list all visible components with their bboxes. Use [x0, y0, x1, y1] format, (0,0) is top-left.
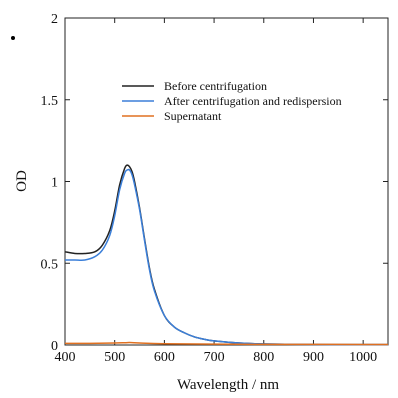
- series-line-0: [64, 164, 389, 346]
- series-line-2: [64, 341, 389, 346]
- legend-label: Before centrifugation: [164, 79, 267, 93]
- x-tick-label: 700: [204, 350, 225, 365]
- series-line-1: [65, 168, 389, 346]
- x-tick-label: 400: [55, 350, 76, 365]
- y-tick-label: 1.5: [41, 94, 59, 109]
- y-tick-label: 2: [51, 12, 58, 27]
- legend-label: Supernatant: [164, 109, 222, 123]
- y-tick-label: 0: [51, 339, 58, 354]
- x-tick-label: 500: [104, 350, 125, 365]
- x-tick-label: 800: [253, 350, 274, 365]
- stray-dot: [11, 36, 15, 40]
- y-tick-label: 0.5: [41, 257, 59, 272]
- legend-label: After centrifugation and redispersion: [164, 94, 342, 108]
- x-tick-label: 1000: [349, 350, 377, 365]
- y-axis-title: OD: [14, 170, 30, 192]
- x-tick-label: 600: [154, 350, 175, 365]
- y-tick-label: 1: [51, 176, 58, 191]
- plot-frame: [64, 17, 389, 346]
- x-axis-title: Wavelength / nm: [177, 377, 279, 393]
- x-tick-label: 900: [303, 350, 324, 365]
